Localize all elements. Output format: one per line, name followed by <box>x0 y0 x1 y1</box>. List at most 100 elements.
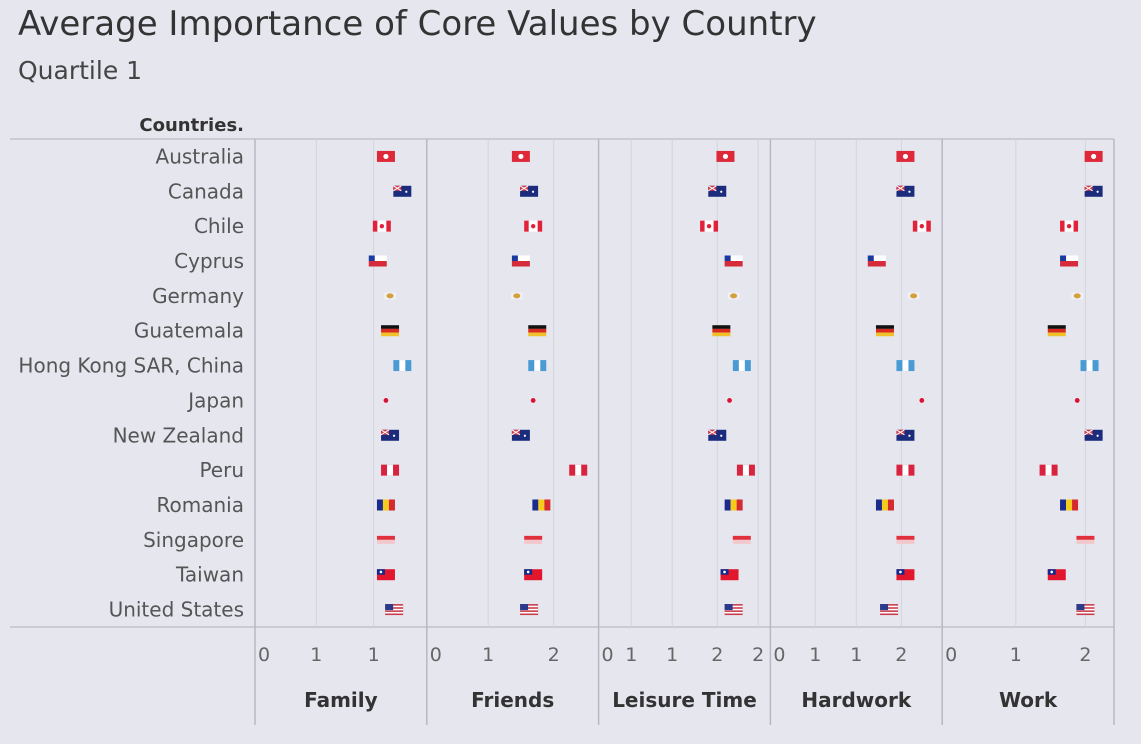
data-point <box>1039 464 1058 476</box>
data-point <box>1080 360 1099 372</box>
tick-label: 2 <box>548 644 560 666</box>
tick-label: 1 <box>666 644 678 666</box>
tick-label: 1 <box>482 644 494 666</box>
data-point <box>912 220 931 232</box>
country-label: Chile <box>194 214 244 238</box>
data-point <box>716 150 735 162</box>
data-point <box>524 569 543 581</box>
tick-label: 0 <box>602 644 614 666</box>
panel-label: Family <box>304 688 378 712</box>
data-point <box>381 464 400 476</box>
data-point <box>376 150 395 162</box>
data-point <box>1084 429 1103 441</box>
data-point <box>376 535 395 544</box>
data-point <box>1076 604 1095 616</box>
tick-label: 1 <box>850 644 862 666</box>
panel-label: Friends <box>471 688 554 712</box>
data-point <box>1060 220 1079 232</box>
data-point <box>511 429 530 441</box>
tick-label: 0 <box>430 644 442 666</box>
data-point <box>528 360 547 372</box>
tick-label: 2 <box>895 644 907 666</box>
country-label: Japan <box>186 388 244 412</box>
country-label: Canada <box>168 179 244 203</box>
data-point <box>724 499 743 511</box>
data-point <box>727 292 740 300</box>
data-point <box>385 604 404 616</box>
data-point <box>880 604 899 616</box>
data-point <box>393 360 412 372</box>
chart-subtitle: Quartile 1 <box>18 56 143 85</box>
tick-label: 1 <box>809 644 821 666</box>
panel-label: Hardwork <box>801 688 911 712</box>
data-point <box>532 499 551 511</box>
country-label: Singapore <box>143 528 244 552</box>
tick-label: 1 <box>625 644 637 666</box>
country-label: Guatemala <box>134 319 244 343</box>
data-point <box>896 535 915 544</box>
data-point <box>524 220 543 232</box>
data-point <box>569 464 588 476</box>
data-point <box>707 429 727 441</box>
data-point <box>511 255 530 267</box>
data-point <box>875 325 894 337</box>
data-point <box>376 499 395 511</box>
data-point <box>519 185 539 197</box>
data-point <box>372 220 391 232</box>
data-point <box>520 604 539 616</box>
country-label: New Zealand <box>113 423 244 447</box>
data-point <box>1060 499 1079 511</box>
data-point <box>511 150 530 162</box>
data-point <box>393 185 412 197</box>
data-point <box>380 429 400 441</box>
panel-label: Leisure Time <box>612 688 757 712</box>
tick-label: 2 <box>1079 644 1091 666</box>
country-label: Hong Kong SAR, China <box>18 354 244 378</box>
chart-title: Average Importance of Core Values by Cou… <box>18 4 817 44</box>
data-point <box>368 255 387 267</box>
data-point <box>720 569 739 581</box>
data-point <box>875 499 894 511</box>
data-point <box>381 325 400 337</box>
data-point <box>896 429 915 441</box>
data-point <box>732 360 751 372</box>
data-point <box>1076 535 1095 544</box>
data-point <box>528 325 547 337</box>
data-point <box>736 464 755 476</box>
tick-label: 0 <box>945 644 957 666</box>
data-point <box>896 464 915 476</box>
data-point <box>1084 150 1103 162</box>
data-point <box>896 185 915 197</box>
row-header: Countries. <box>139 115 244 136</box>
tick-label: 0 <box>773 644 785 666</box>
data-point <box>896 150 915 162</box>
country-label: Germany <box>152 284 244 308</box>
data-point <box>907 292 920 300</box>
country-label: Romania <box>157 493 244 517</box>
data-point <box>918 397 926 404</box>
data-point <box>1084 185 1103 197</box>
data-point <box>1074 397 1081 404</box>
data-point <box>1047 325 1066 337</box>
data-point <box>529 397 537 404</box>
tick-label: 1 <box>1010 644 1022 666</box>
data-point <box>700 220 719 232</box>
data-point <box>1047 569 1066 581</box>
country-label: Taiwan <box>175 563 244 587</box>
data-point <box>376 569 395 581</box>
data-point <box>524 535 543 544</box>
tick-label: 1 <box>368 644 380 666</box>
data-point <box>707 185 727 197</box>
country-label: Peru <box>199 458 244 482</box>
data-point <box>896 569 915 581</box>
tick-label: 0 <box>258 644 270 666</box>
data-point <box>724 255 743 267</box>
country-label: Australia <box>156 144 244 168</box>
data-point <box>510 292 523 300</box>
tick-label: 2 <box>711 644 723 666</box>
data-point <box>712 325 731 337</box>
data-point <box>1060 255 1079 267</box>
tick-label: 1 <box>310 644 322 666</box>
data-point <box>384 292 397 300</box>
